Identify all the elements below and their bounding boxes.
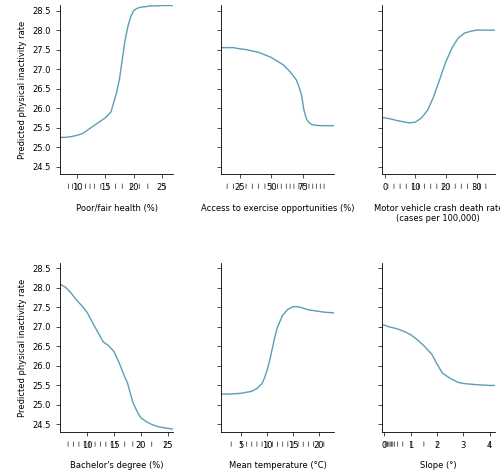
X-axis label: Bachelor's degree (%): Bachelor's degree (%)	[70, 461, 164, 470]
X-axis label: Slope (°): Slope (°)	[420, 461, 457, 470]
X-axis label: Access to exercise opportunities (%): Access to exercise opportunities (%)	[201, 203, 354, 212]
Y-axis label: Predicted physical inactivity rate: Predicted physical inactivity rate	[18, 20, 27, 159]
X-axis label: Motor vehicle crash death rate
(cases per 100,000): Motor vehicle crash death rate (cases pe…	[374, 203, 500, 223]
Y-axis label: Predicted physical inactivity rate: Predicted physical inactivity rate	[18, 278, 27, 417]
X-axis label: Mean temperature (°C): Mean temperature (°C)	[228, 461, 326, 470]
X-axis label: Poor/fair health (%): Poor/fair health (%)	[76, 203, 158, 212]
